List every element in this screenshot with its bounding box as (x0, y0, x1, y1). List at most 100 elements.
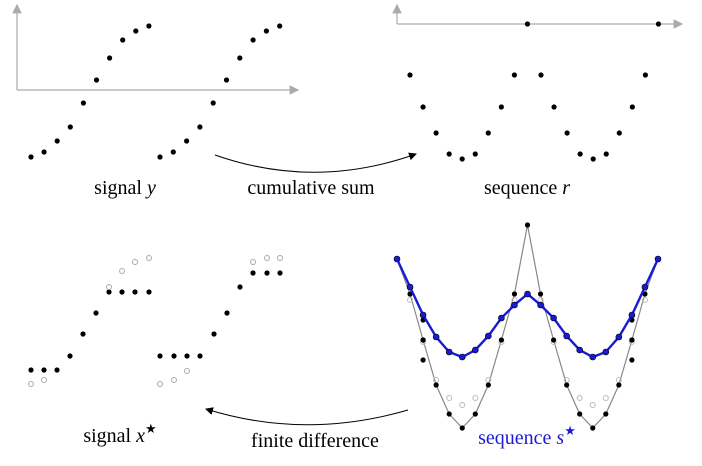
dot (210, 100, 216, 106)
dot (446, 411, 452, 417)
dot (537, 291, 544, 297)
label: sequence r (484, 177, 570, 199)
dot (420, 104, 426, 110)
dot (589, 353, 597, 361)
dot (107, 55, 113, 61)
dot (590, 156, 596, 162)
dot (524, 21, 531, 27)
dot (551, 337, 557, 343)
dot (629, 357, 635, 363)
dot (250, 259, 256, 265)
dot (446, 151, 452, 157)
dot (615, 333, 623, 341)
axes (12, 3, 684, 95)
dot (654, 255, 662, 263)
dot (472, 395, 479, 401)
dot (511, 301, 518, 309)
dot (132, 259, 138, 265)
dot (157, 353, 163, 359)
dot (67, 124, 73, 130)
dot (498, 314, 505, 322)
dot (119, 268, 125, 274)
dot (485, 130, 491, 136)
dot (603, 151, 609, 157)
dot (420, 357, 426, 363)
dot (106, 284, 112, 290)
dot (54, 367, 60, 373)
label: signal y (94, 177, 156, 199)
dot (420, 337, 426, 343)
dot (224, 310, 230, 316)
dot (197, 353, 203, 359)
dot (445, 348, 453, 356)
label: sequence s★ (478, 423, 576, 449)
dot (590, 425, 596, 431)
dot (250, 37, 256, 43)
dot (171, 353, 177, 359)
dot (459, 402, 466, 408)
dot (41, 377, 47, 383)
dot (146, 255, 152, 261)
dot (433, 382, 439, 388)
dot (655, 21, 662, 27)
label: cumulative sum (247, 177, 375, 199)
dot (563, 332, 570, 340)
dot (28, 381, 34, 387)
dot (237, 284, 243, 290)
dot (223, 77, 230, 83)
dot (264, 255, 270, 261)
dot (641, 297, 648, 303)
dot (263, 28, 269, 34)
dot (171, 377, 177, 383)
label: finite difference (251, 430, 379, 452)
dot (277, 270, 283, 276)
dot (119, 289, 125, 295)
dot (498, 104, 504, 110)
dot (511, 291, 518, 297)
dot (184, 138, 190, 144)
dot (132, 289, 138, 295)
dot (406, 283, 414, 291)
dot (602, 395, 609, 401)
dot (393, 255, 401, 263)
dot (28, 367, 34, 373)
dot (433, 130, 439, 136)
dot (41, 367, 47, 373)
dot (538, 72, 544, 78)
dot (471, 346, 479, 354)
dot (237, 55, 243, 61)
dot (551, 104, 557, 110)
dot (459, 156, 465, 162)
dot (250, 270, 256, 276)
dot (133, 28, 139, 34)
dot (211, 331, 217, 337)
dot (616, 382, 622, 388)
dot (628, 311, 636, 319)
dot (511, 72, 517, 78)
dot (577, 411, 583, 417)
dot (54, 138, 60, 144)
dot (146, 289, 152, 295)
label: signal x★ (83, 421, 156, 447)
curve (396, 224, 659, 429)
dot (93, 310, 99, 316)
dot (277, 23, 283, 29)
dots (28, 21, 662, 431)
dot (184, 368, 190, 374)
dot (93, 77, 100, 83)
dot (264, 270, 270, 276)
dot (616, 130, 622, 136)
dot (550, 314, 557, 322)
dot (407, 72, 413, 78)
dot (184, 353, 190, 359)
dot (28, 154, 34, 160)
dot (80, 100, 86, 106)
dot (524, 222, 531, 228)
dot (277, 255, 283, 261)
arrow (214, 152, 417, 173)
dot (589, 402, 596, 408)
dot (459, 425, 465, 431)
dot (576, 395, 583, 401)
dot (537, 301, 544, 309)
dot (472, 411, 478, 417)
